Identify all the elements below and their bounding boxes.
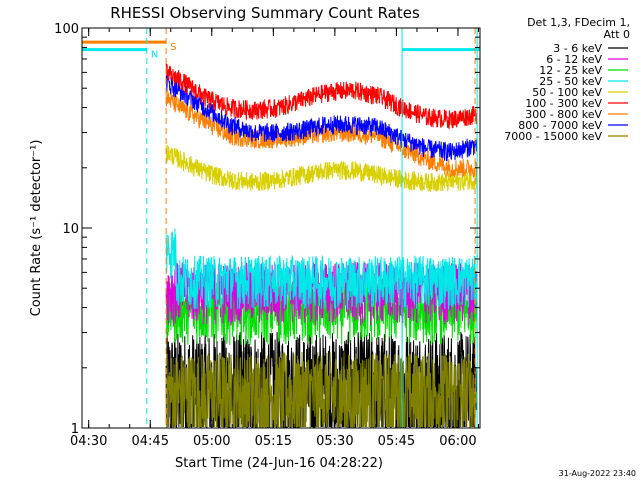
legend-label-300-800-kev: 300 - 800 keV [525,108,602,121]
x-tick-label-04:30: 04:30 [70,434,107,449]
x-axis-label: Start Time (24-Jun-16 04:28:22) [175,456,383,471]
y-tick-label-1: 1 [71,422,79,437]
series-layer [165,63,478,429]
flag-label-S: S [170,42,176,53]
y-tick-label-10: 10 [62,222,79,237]
footer-date: 31-Aug-2022 23:40 [559,469,636,478]
x-tick-label-05:00: 05:00 [193,434,230,449]
x-tick-label-06:00: 06:00 [439,434,476,449]
y-axis-label: Count Rate (s⁻¹ detector⁻¹) [29,140,44,317]
legend-label-12-25-kev: 12 - 25 keV [539,64,602,77]
chart-title: RHESSI Observing Summary Count Rates [110,4,420,22]
legend-label-3-6-kev: 3 - 6 keV [553,42,602,55]
series-7000-15000-kev [166,351,478,429]
legend-label-6-12-kev: 6 - 12 keV [546,53,602,66]
legend-label-800-7000-kev: 800 - 7000 keV [518,119,602,132]
series-25-50-kev [165,228,478,310]
y-axis: 1 10 100 [54,22,480,437]
legend-label-25-50-kev: 25 - 50 keV [539,75,602,88]
legend-label-100-300-kev: 100 - 300 keV [525,97,602,110]
flag-label-N: N [151,50,158,61]
series-50-100-kev [165,144,478,193]
series-100-300-kev [165,63,478,130]
legend-header-1: Att 0 [604,28,630,41]
x-tick-label-05:45: 05:45 [378,434,415,449]
legend-label-7000-15000-kev: 7000 - 15000 keV [504,130,602,143]
y-tick-label-100: 100 [54,22,79,37]
flags-layer: SN [82,40,480,61]
x-tick-label-05:15: 05:15 [255,434,292,449]
legend-header-0: Det 1,3, FDecim 1, [527,16,630,29]
series-800-7000-kev [165,74,478,162]
x-axis: 04:30 04:45 05:00 05:15 05:30 05:45 06:00 [70,28,479,449]
legend-label-50-100-kev: 50 - 100 keV [532,86,602,99]
x-tick-label-05:30: 05:30 [316,434,353,449]
x-tick-label-04:45: 04:45 [132,434,169,449]
